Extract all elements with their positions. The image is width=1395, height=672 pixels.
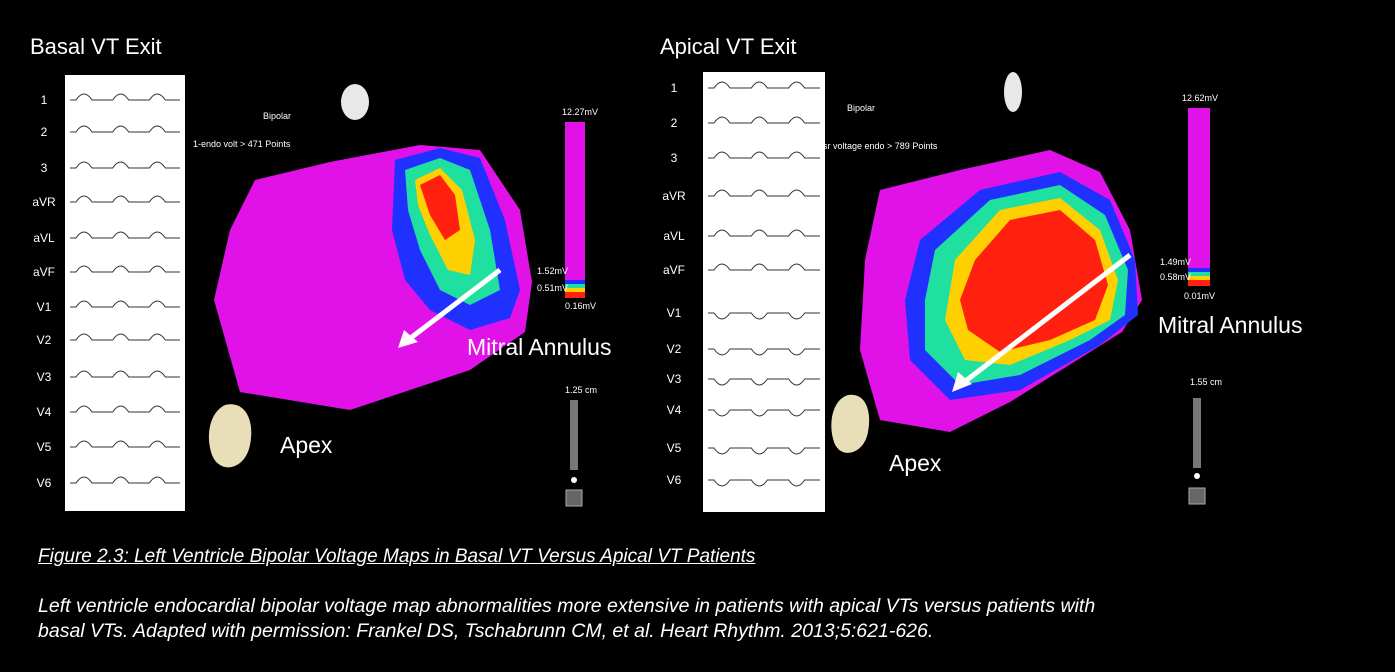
panel-title: Apical VT Exit xyxy=(660,36,797,58)
apex-label: Apex xyxy=(889,452,941,475)
scale-label: 12.62mV xyxy=(1182,94,1218,103)
scale-bar xyxy=(1193,398,1201,468)
scale-label: 1.52mV xyxy=(537,267,568,276)
scale-dot xyxy=(1194,473,1200,479)
lead-label: 2 xyxy=(659,117,689,129)
marker xyxy=(341,84,369,120)
color-scale xyxy=(1188,268,1210,272)
lead-label: V2 xyxy=(29,334,59,346)
scale-label: 0.16mV xyxy=(565,302,596,311)
scale-label: 12.27mV xyxy=(562,108,598,117)
panel-title: Basal VT Exit xyxy=(30,36,162,58)
lead-label: V3 xyxy=(659,373,689,385)
color-scale xyxy=(1188,276,1210,280)
lead-label: V6 xyxy=(29,477,59,489)
lead-label: V1 xyxy=(29,301,59,313)
lead-label: aVR xyxy=(29,196,59,208)
distance-label: 1.55 cm xyxy=(1190,378,1222,387)
marker xyxy=(1004,72,1022,112)
lead-label: aVL xyxy=(29,232,59,244)
color-scale xyxy=(1188,280,1210,286)
lead-label: 3 xyxy=(29,162,59,174)
lead-label: V4 xyxy=(29,406,59,418)
scale-label: 0.01mV xyxy=(1184,292,1215,301)
lead-label: aVF xyxy=(659,264,689,276)
ecg-box xyxy=(65,75,185,511)
region-label: Mitral Annulus xyxy=(467,336,611,359)
lead-label: 1 xyxy=(659,82,689,94)
color-scale xyxy=(565,122,585,280)
caption-line: Left ventricle endocardial bipolar volta… xyxy=(38,597,1095,617)
lead-label: V5 xyxy=(659,442,689,454)
lead-label: V1 xyxy=(659,307,689,319)
lead-label: aVL xyxy=(659,230,689,242)
lead-label: V3 xyxy=(29,371,59,383)
lead-label: aVF xyxy=(29,266,59,278)
color-scale xyxy=(1188,108,1210,268)
apex-label: Apex xyxy=(280,434,332,457)
scale-icon xyxy=(566,490,582,506)
region-label: Mitral Annulus xyxy=(1158,314,1302,337)
scale-icon xyxy=(1189,488,1205,504)
points-label: 2-sr voltage endo > 789 Points xyxy=(815,142,937,151)
scale-label: 0.51mV xyxy=(537,284,568,293)
color-scale xyxy=(1188,272,1210,276)
heart-icon xyxy=(209,404,251,467)
scale-dot xyxy=(571,477,577,483)
scale-label: 0.58mV xyxy=(1160,273,1191,282)
lead-label: 1 xyxy=(29,94,59,106)
lead-label: 2 xyxy=(29,126,59,138)
scale-label: 1.49mV xyxy=(1160,258,1191,267)
figure: Basal VT Exit 1 2 3 aVR aVL aVF V1 V2 V3 V4 V5 V6 Bip… xyxy=(0,0,1395,672)
caption-title: Figure 2.3: Left Ventricle Bipolar Volta… xyxy=(38,547,755,566)
lead-label: V4 xyxy=(659,404,689,416)
lead-label: 3 xyxy=(659,152,689,164)
map-label: Bipolar xyxy=(847,104,875,113)
lead-label: V2 xyxy=(659,343,689,355)
ecg-box xyxy=(703,72,825,512)
scale-bar xyxy=(570,400,578,470)
lead-label: V5 xyxy=(29,441,59,453)
heart-icon xyxy=(831,395,869,453)
caption-line: basal VTs. Adapted with permission: Fran… xyxy=(38,622,933,642)
map-label: Bipolar xyxy=(263,112,291,121)
distance-label: 1.25 cm xyxy=(565,386,597,395)
points-label: 1-endo volt > 471 Points xyxy=(193,140,290,149)
lead-label: V6 xyxy=(659,474,689,486)
lead-label: aVR xyxy=(659,190,689,202)
